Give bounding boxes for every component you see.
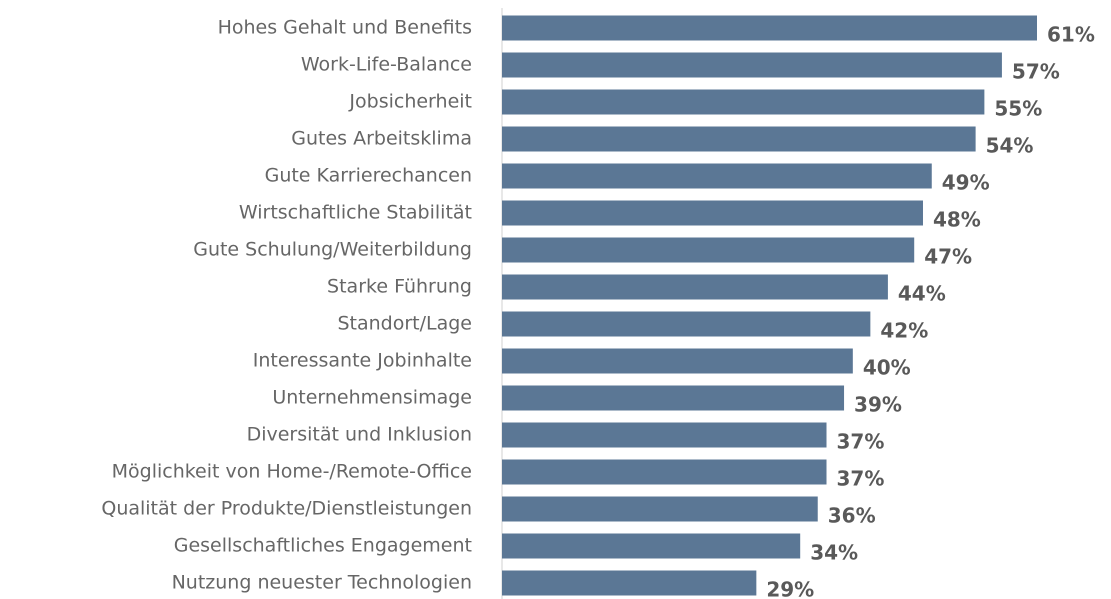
category-label: Diversität und Inklusion [247, 424, 472, 446]
bar [502, 274, 888, 300]
category-label: Gute Schulung/Weiterbildung [193, 239, 472, 261]
category-label: Unternehmensimage [272, 387, 472, 409]
bar [502, 459, 827, 485]
category-label: Möglichkeit von Home-/Remote-Office [112, 461, 472, 483]
category-label: Hohes Gehalt und Benefits [218, 17, 472, 39]
bar [502, 533, 801, 559]
value-label: 36% [828, 504, 876, 528]
value-label: 40% [863, 356, 911, 380]
bar [502, 348, 853, 374]
value-label: 34% [810, 541, 858, 565]
bar [502, 237, 915, 263]
bar [502, 126, 976, 152]
bar [502, 385, 845, 411]
value-label: 39% [854, 393, 902, 417]
bar [502, 15, 1037, 41]
value-label: 42% [880, 319, 928, 343]
bar [502, 89, 985, 115]
value-label: 61% [1047, 23, 1095, 47]
category-label: Interessante Jobinhalte [253, 350, 472, 372]
category-label: Gesellschaftliches Engagement [174, 535, 472, 557]
value-label: 55% [994, 97, 1042, 121]
bar [502, 311, 871, 337]
category-label: Work-Life-Balance [301, 54, 472, 76]
bar [502, 570, 757, 596]
value-label: 47% [924, 245, 972, 269]
value-label: 37% [837, 467, 885, 491]
bar [502, 422, 827, 448]
bar [502, 163, 932, 189]
value-label: 37% [837, 430, 885, 454]
value-label: 49% [942, 171, 990, 195]
value-label: 29% [766, 578, 814, 599]
category-label: Jobsicherheit [348, 91, 472, 113]
value-label: 44% [898, 282, 946, 306]
value-label: 54% [986, 134, 1034, 158]
category-label: Starke Führung [327, 276, 472, 298]
bar [502, 496, 818, 522]
value-label: 57% [1012, 60, 1060, 84]
category-label: Gutes Arbeitsklima [291, 128, 472, 150]
category-label: Qualität der Produkte/Dienstleistungen [101, 498, 472, 520]
category-label: Wirtschaftliche Stabilität [239, 202, 472, 224]
value-label: 48% [933, 208, 981, 232]
category-label: Gute Karrierechancen [265, 165, 472, 187]
category-label: Standort/Lage [337, 313, 472, 335]
category-label: Nutzung neuester Technologien [172, 572, 472, 594]
bar [502, 200, 923, 226]
bar [502, 52, 1002, 78]
